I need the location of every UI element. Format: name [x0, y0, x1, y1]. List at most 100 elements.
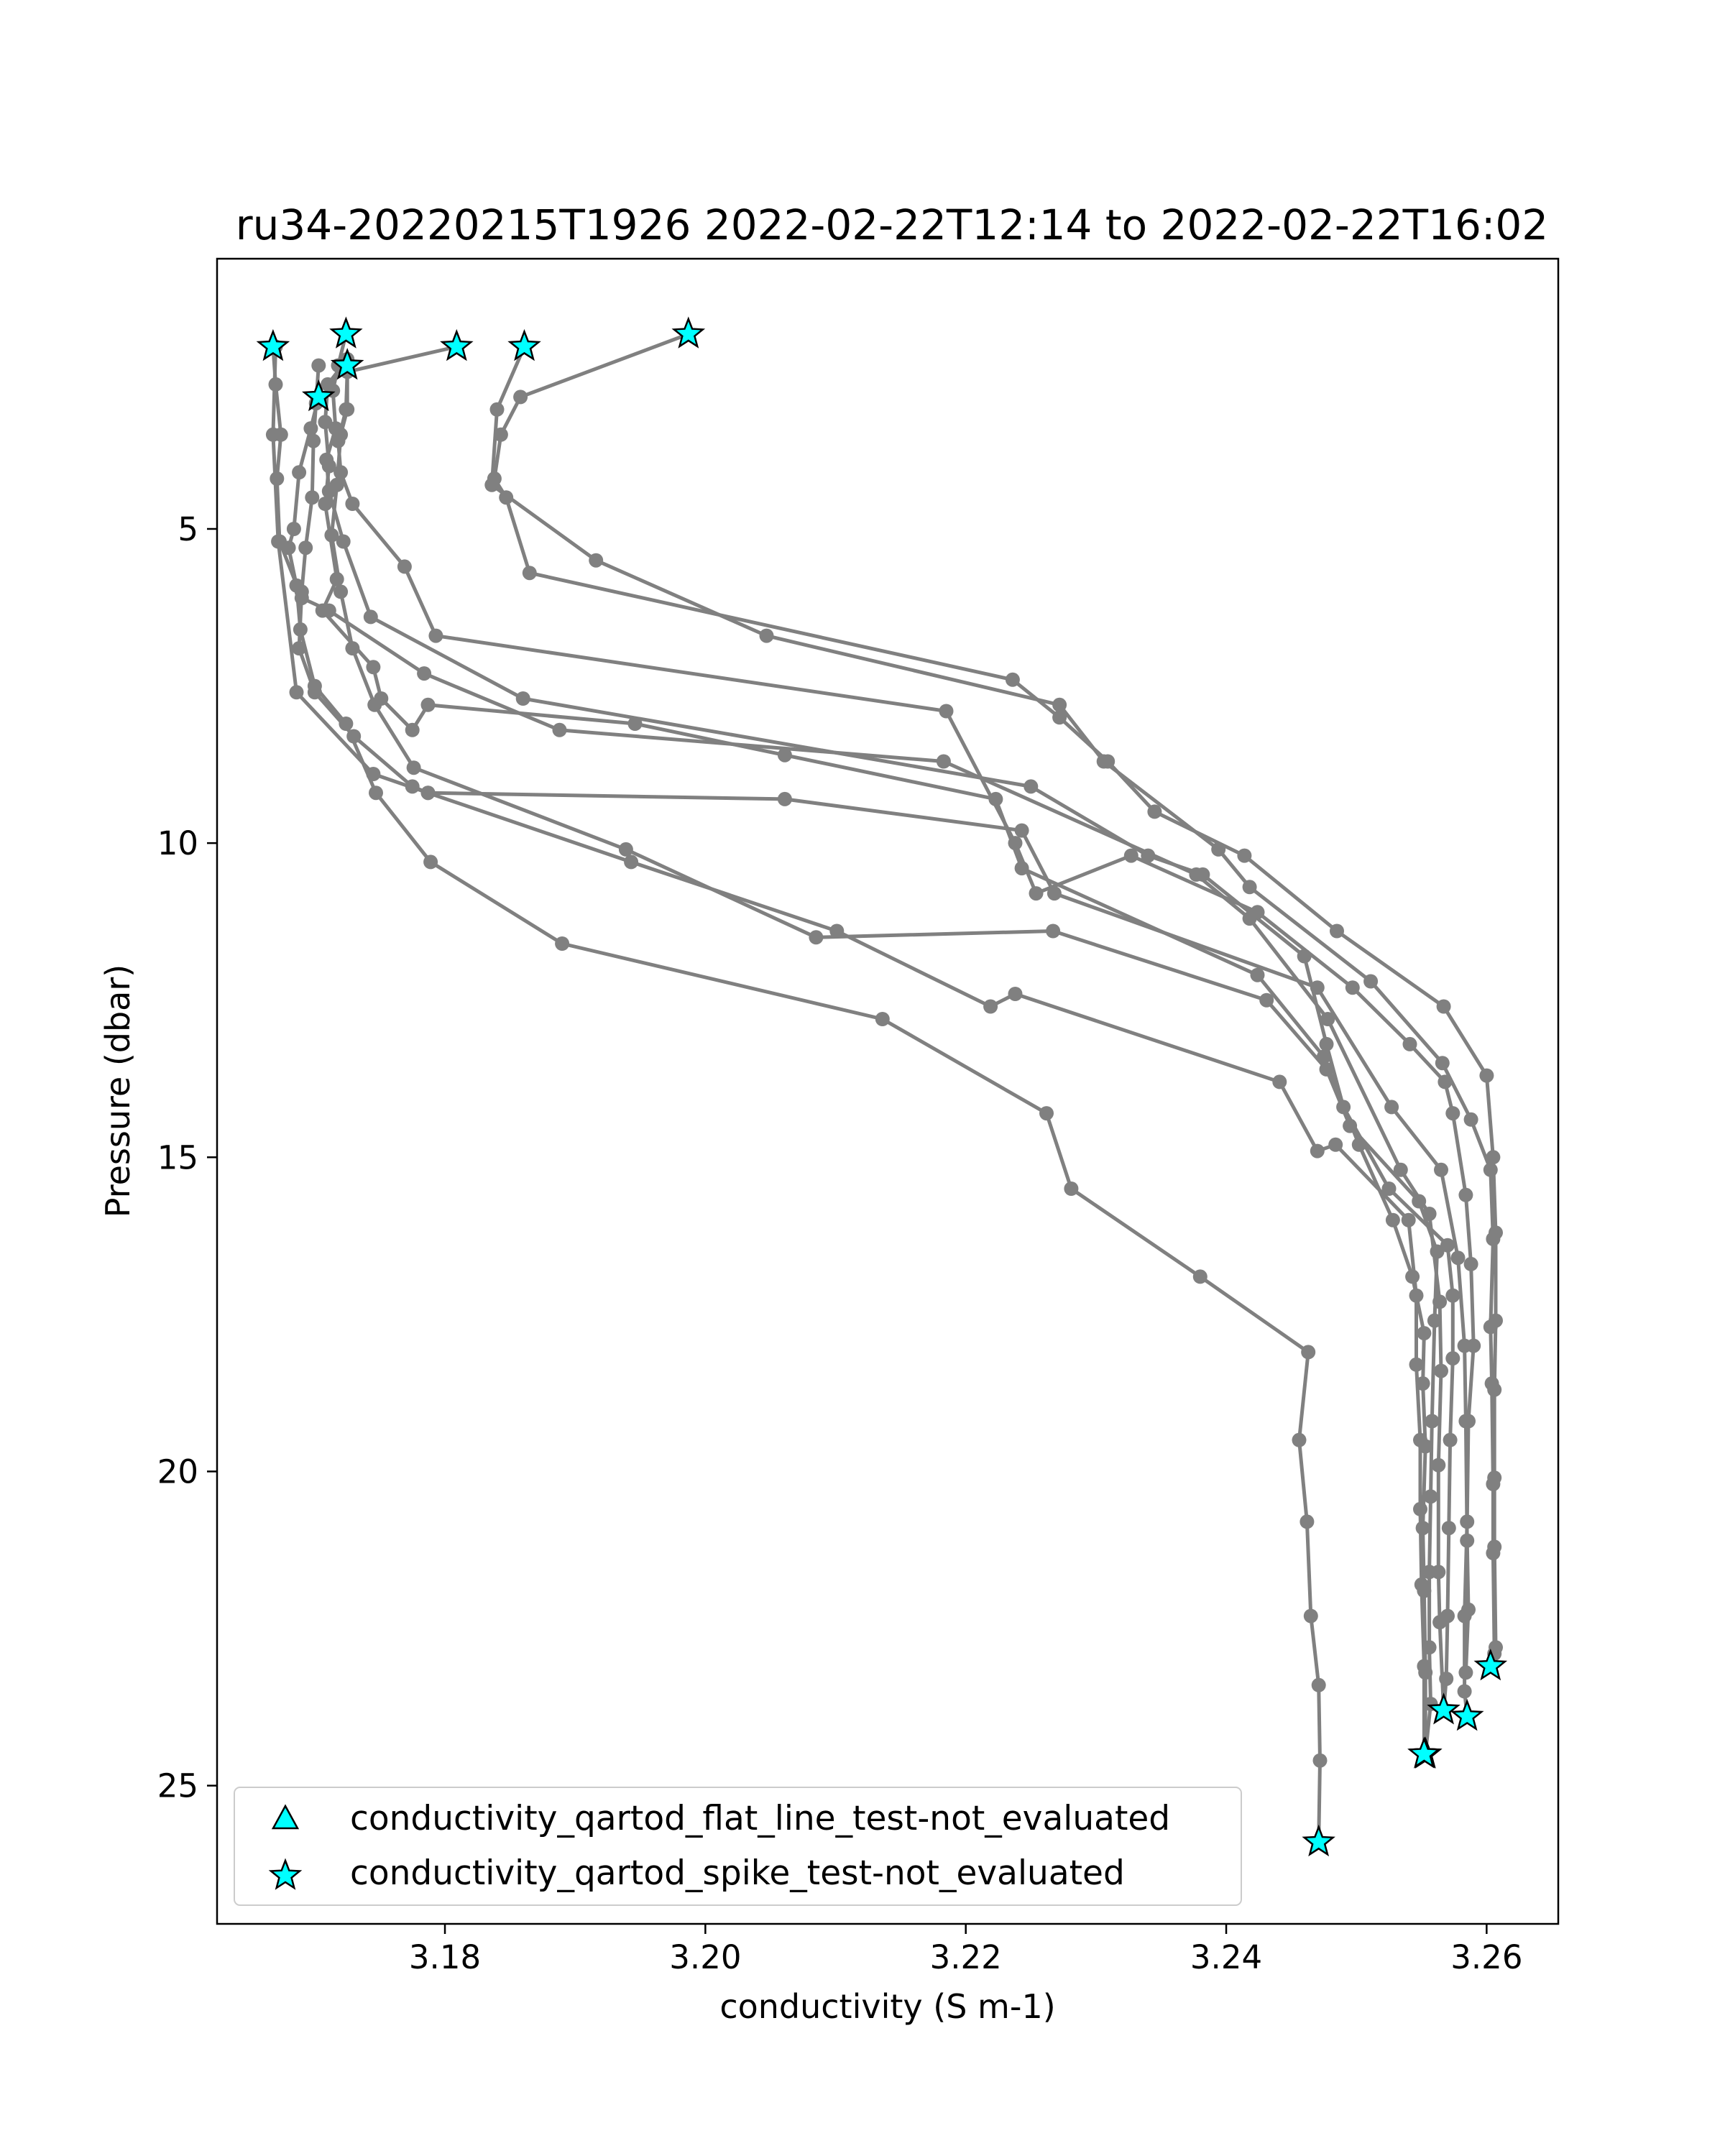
x-axis: 3.18 3.20 3.22 3.24 3.26 — [409, 1924, 1522, 1976]
data-point — [1192, 1269, 1208, 1284]
data-point — [988, 791, 1003, 806]
profile-series-10 — [265, 339, 1476, 1680]
spike-star-marker — [1473, 1649, 1508, 1681]
legend-entry-spike: conductivity_qartod_spike_test-not_evalu… — [350, 1853, 1125, 1893]
data-point — [334, 427, 349, 442]
data-point — [1384, 1100, 1399, 1115]
data-point — [1409, 1288, 1424, 1303]
data-point — [271, 534, 286, 549]
data-point — [339, 717, 354, 731]
data-point — [1319, 1061, 1334, 1077]
data-point — [1303, 1608, 1318, 1623]
data-point — [1486, 1546, 1501, 1561]
data-point — [1393, 1162, 1408, 1177]
data-point — [1301, 1345, 1316, 1360]
legend: conductivity_qartod_flat_line_test-not_e… — [234, 1787, 1242, 1906]
data-point — [1484, 1376, 1499, 1391]
data-point — [1436, 999, 1451, 1014]
data-point — [1432, 1615, 1448, 1630]
series-line — [329, 364, 1439, 1756]
data-point — [1345, 980, 1360, 995]
y-tick-label: 20 — [157, 1452, 198, 1491]
data-point — [1123, 848, 1138, 863]
data-point — [1463, 1256, 1478, 1271]
data-point — [311, 358, 326, 373]
data-point — [318, 497, 333, 511]
data-point — [423, 854, 438, 870]
data-point — [1250, 967, 1265, 982]
data-point — [363, 609, 378, 625]
data-point — [318, 415, 333, 430]
data-point — [1458, 1414, 1473, 1429]
y-axis-label: Pressure (dbar) — [98, 964, 137, 1217]
data-point — [292, 465, 307, 480]
data-point — [777, 791, 792, 806]
data-point — [366, 660, 381, 675]
data-point — [1259, 992, 1274, 1008]
data-point — [627, 717, 643, 731]
data-point — [624, 854, 639, 870]
data-point — [1414, 1577, 1429, 1592]
data-point — [336, 534, 351, 549]
data-point — [1486, 1232, 1501, 1246]
data-point — [1445, 1351, 1460, 1366]
data-point — [1417, 1326, 1432, 1341]
data-point — [589, 553, 604, 568]
spike-star-marker — [1302, 1824, 1335, 1857]
spike-star-marker — [1427, 1692, 1460, 1725]
data-point — [289, 578, 304, 593]
data-point — [369, 786, 383, 801]
data-point — [1431, 1457, 1446, 1473]
data-point — [367, 697, 382, 712]
data-point — [1300, 1514, 1315, 1529]
x-tick-label: 3.26 — [1450, 1938, 1522, 1976]
data-point — [1413, 1432, 1427, 1447]
data-point — [1385, 1212, 1400, 1227]
series-line — [297, 364, 1426, 1756]
x-tick-label: 3.20 — [669, 1938, 741, 1976]
profile-series-9 — [281, 390, 1328, 1850]
data-point — [428, 628, 443, 643]
profile-series-8 — [292, 358, 1432, 1761]
data-point — [777, 747, 792, 763]
spike-star-marker — [256, 328, 290, 361]
data-point — [405, 722, 420, 737]
data-point — [759, 628, 774, 643]
data-point — [1413, 1501, 1427, 1516]
data-point — [1008, 987, 1023, 1001]
data-point — [1486, 1477, 1501, 1491]
spike-star-marker — [671, 316, 706, 349]
data-point — [552, 722, 567, 737]
data-point — [366, 767, 381, 781]
data-point — [513, 390, 528, 405]
data-point — [1463, 1112, 1478, 1127]
data-point — [1483, 1162, 1498, 1177]
data-point — [1445, 1106, 1460, 1121]
data-point — [1312, 1753, 1328, 1768]
series-line — [271, 344, 1471, 1674]
data-point — [1445, 1288, 1460, 1303]
data-point — [1457, 1338, 1472, 1353]
data-point — [489, 402, 505, 417]
data-point — [829, 923, 845, 939]
data-point — [1328, 1137, 1343, 1152]
data-point — [305, 490, 320, 505]
data-point — [1434, 1363, 1448, 1378]
series-line — [489, 344, 1496, 1668]
data-point — [417, 666, 432, 681]
data-point — [334, 584, 349, 599]
data-point — [420, 697, 436, 712]
data-point — [1189, 867, 1204, 882]
data-point — [1237, 848, 1252, 863]
data-point — [1402, 1036, 1417, 1051]
data-point — [298, 540, 313, 556]
data-point — [1272, 1074, 1287, 1089]
legend-entry-flat-line: conductivity_qartod_flat_line_test-not_e… — [350, 1799, 1170, 1838]
data-point — [1458, 1187, 1473, 1202]
data-point — [1430, 1244, 1445, 1259]
data-point — [1052, 710, 1067, 725]
data-point — [1427, 1313, 1442, 1328]
data-point — [1434, 1162, 1448, 1177]
data-point — [1005, 672, 1020, 687]
